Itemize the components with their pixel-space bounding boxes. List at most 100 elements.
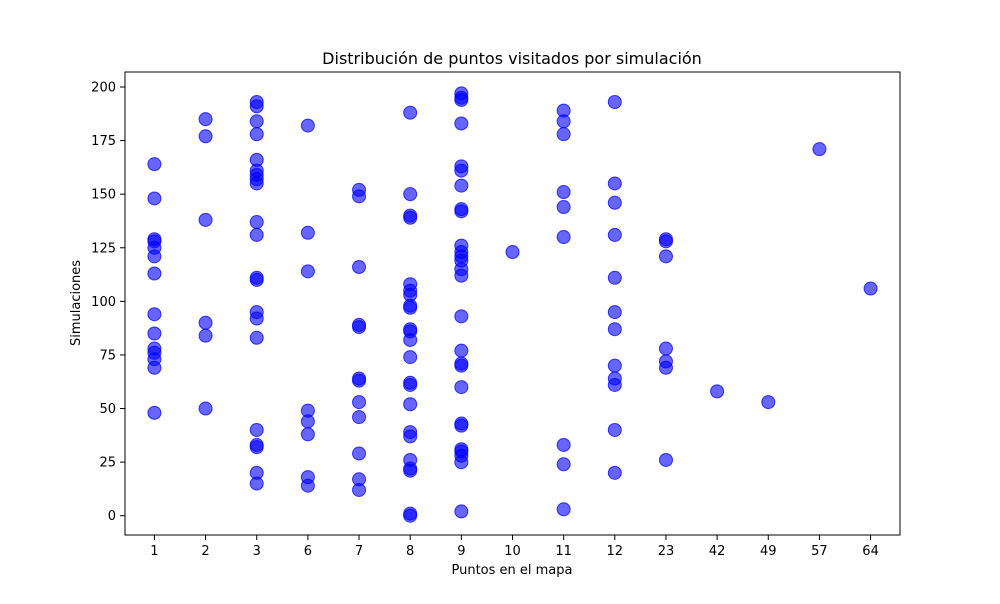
data-point <box>556 200 571 215</box>
data-point <box>352 182 367 197</box>
data-point <box>147 191 162 206</box>
data-point <box>300 470 315 485</box>
data-point <box>556 502 571 517</box>
data-point <box>454 504 469 519</box>
x-tick-label: 1 <box>150 544 158 559</box>
data-point <box>454 343 469 358</box>
data-point <box>300 264 315 279</box>
data-point <box>454 116 469 131</box>
data-point <box>454 86 469 101</box>
x-tick-label: 8 <box>406 544 414 559</box>
y-tick-label: 175 <box>91 134 116 149</box>
plot-frame <box>124 71 901 536</box>
data-point <box>454 238 469 253</box>
x-tick-label: 12 <box>607 544 624 559</box>
data-point <box>863 281 878 296</box>
chart-title: Distribución de puntos visitados por sim… <box>322 49 702 68</box>
data-point <box>556 185 571 200</box>
y-tick-label: 125 <box>91 241 116 256</box>
x-tick-label: 57 <box>811 544 828 559</box>
data-point <box>454 442 469 457</box>
x-tick-label: 6 <box>304 544 312 559</box>
y-tick-label: 25 <box>99 456 116 471</box>
data-point <box>556 230 571 245</box>
data-point <box>249 465 264 480</box>
y-tick-label: 75 <box>99 348 116 363</box>
data-point <box>352 395 367 410</box>
data-point <box>658 341 673 356</box>
x-tick-label: 7 <box>355 544 363 559</box>
data-point <box>147 341 162 356</box>
data-point <box>403 322 418 337</box>
data-point <box>352 410 367 425</box>
data-point <box>658 354 673 369</box>
data-point <box>658 249 673 264</box>
data-point <box>454 202 469 217</box>
data-point <box>454 416 469 431</box>
data-point <box>454 159 469 174</box>
data-point <box>403 425 418 440</box>
data-point <box>352 260 367 275</box>
data-point <box>607 371 622 386</box>
data-point <box>403 397 418 412</box>
data-point <box>249 330 264 345</box>
data-point <box>658 452 673 467</box>
x-tick-label: 9 <box>457 544 465 559</box>
y-axis-label: Simulaciones <box>69 260 84 346</box>
data-point <box>147 266 162 281</box>
data-point <box>249 270 264 285</box>
data-point <box>147 232 162 247</box>
data-point <box>198 328 213 343</box>
data-point <box>403 506 418 521</box>
data-point <box>147 307 162 322</box>
data-point <box>403 350 418 365</box>
data-point <box>607 358 622 373</box>
data-point <box>249 95 264 110</box>
data-point <box>300 427 315 442</box>
data-point <box>658 232 673 247</box>
data-point <box>147 326 162 341</box>
data-point <box>710 384 725 399</box>
y-tick-label: 0 <box>108 509 116 524</box>
data-point <box>198 401 213 416</box>
data-point <box>198 129 213 144</box>
data-point <box>352 446 367 461</box>
data-point <box>454 178 469 193</box>
data-point <box>249 152 264 167</box>
data-point <box>607 227 622 242</box>
data-point <box>198 112 213 127</box>
data-point <box>198 212 213 227</box>
x-tick-label: 10 <box>504 544 521 559</box>
y-tick-label: 100 <box>91 295 116 310</box>
x-tick-label: 23 <box>658 544 675 559</box>
data-point <box>403 105 418 120</box>
x-axis-ticks: 1 2 3 6 7 8 9 10 11 12 23 42 49 57 64 <box>150 535 879 559</box>
y-tick-label: 200 <box>91 81 116 96</box>
data-point <box>249 227 264 242</box>
data-point <box>249 422 264 437</box>
x-tick-label: 64 <box>862 544 879 559</box>
data-point <box>352 472 367 487</box>
data-point <box>454 356 469 371</box>
data-point <box>249 114 264 129</box>
data-point <box>300 403 315 418</box>
data-point <box>249 215 264 230</box>
data-point <box>607 305 622 320</box>
data-point <box>607 422 622 437</box>
data-point <box>403 277 418 292</box>
data-point <box>812 142 827 157</box>
y-tick-label: 150 <box>91 188 116 203</box>
data-point <box>607 195 622 210</box>
y-axis-ticks: 0 25 50 75 100 125 150 175 200 <box>91 81 125 524</box>
x-axis-label: Puntos en el mapa <box>451 563 572 578</box>
x-tick-label: 3 <box>253 544 261 559</box>
x-tick-label: 49 <box>760 544 777 559</box>
data-point <box>607 270 622 285</box>
data-point <box>505 245 520 260</box>
data-point <box>352 371 367 386</box>
points-layer <box>147 86 878 523</box>
data-point <box>607 176 622 191</box>
x-tick-label: 42 <box>709 544 726 559</box>
